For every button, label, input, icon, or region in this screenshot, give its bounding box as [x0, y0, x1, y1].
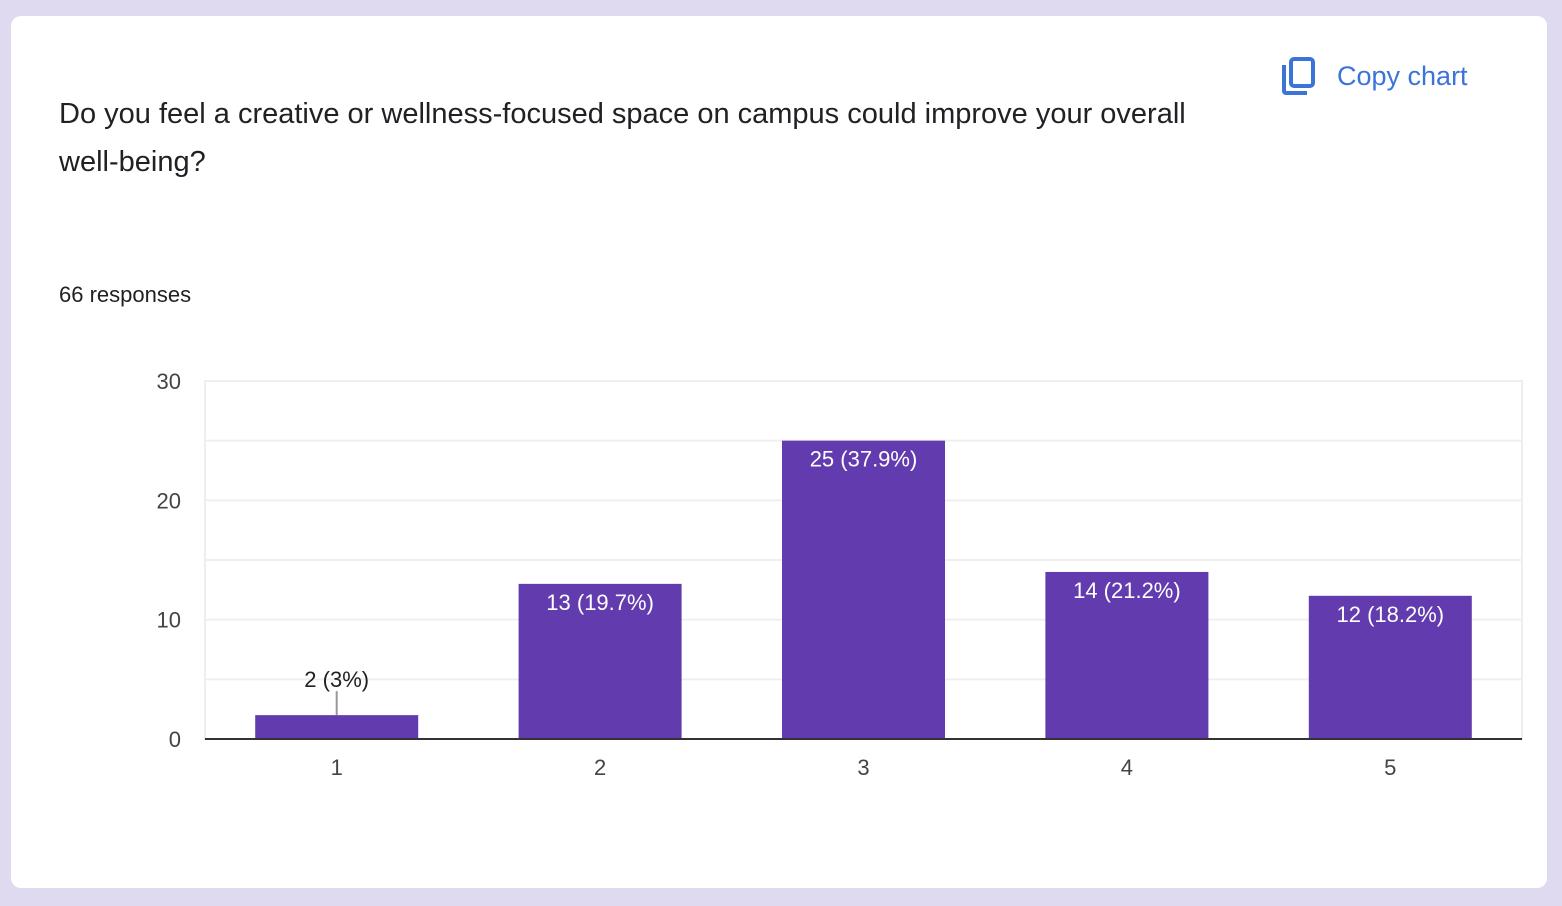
- copy-icon: [1282, 57, 1315, 95]
- copy-chart-label: Copy chart: [1337, 60, 1468, 91]
- bar: [255, 715, 419, 739]
- question-title: Do you feel a creative or wellness-focus…: [59, 98, 1186, 178]
- x-tick-label: 1: [331, 755, 343, 780]
- bar: [1045, 571, 1209, 739]
- y-tick-label: 30: [157, 369, 181, 394]
- y-tick-label: 10: [157, 608, 181, 633]
- bar: [518, 583, 682, 739]
- data-label: 12 (18.2%): [1336, 602, 1444, 627]
- x-tick-label: 5: [1384, 755, 1396, 780]
- bar: [782, 440, 945, 739]
- data-label: 25 (37.9%): [810, 447, 918, 472]
- x-tick-label: 2: [594, 755, 606, 780]
- data-label: 2 (3%): [304, 667, 369, 692]
- x-tick-label: 4: [1121, 755, 1133, 780]
- data-label: 14 (21.2%): [1073, 578, 1181, 603]
- copy-chart-button[interactable]: Copy chart: [1281, 56, 1468, 96]
- response-count: 66 responses: [59, 282, 192, 307]
- chart-card: Do you feel a creative or wellness-focus…: [11, 16, 1547, 888]
- bar: [1308, 595, 1472, 739]
- y-tick-label: 0: [169, 727, 181, 752]
- x-tick-label: 3: [857, 755, 869, 780]
- data-label: 13 (19.7%): [546, 590, 654, 615]
- y-tick-label: 20: [157, 488, 181, 513]
